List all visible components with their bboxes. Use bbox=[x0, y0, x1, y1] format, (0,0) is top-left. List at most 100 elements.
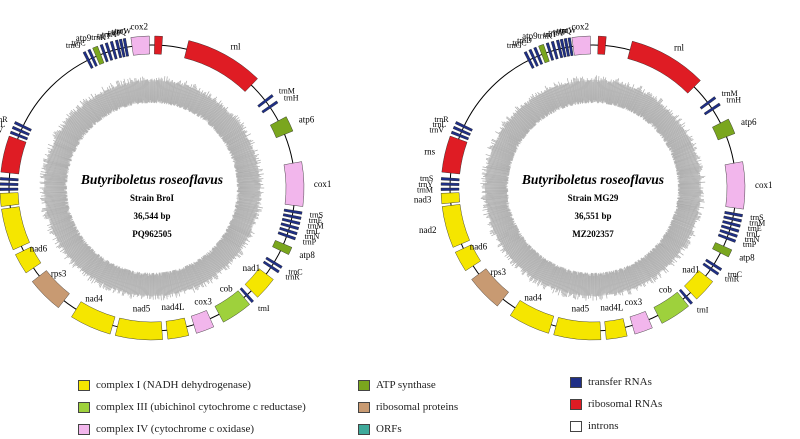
legend-swatch-trna bbox=[570, 376, 582, 388]
gene-label-trnG: trnG bbox=[507, 41, 522, 50]
gene-label-rps3: rps3 bbox=[491, 267, 507, 277]
gene-block-trnV bbox=[9, 130, 29, 141]
legend-swatch-rrna bbox=[570, 398, 582, 410]
legend-item-introns: introns bbox=[570, 420, 619, 432]
gene-label-nad5: nad5 bbox=[572, 303, 590, 313]
genome-length: 36,551 bp bbox=[574, 211, 611, 221]
gene-block-trnF bbox=[114, 39, 123, 59]
gene-label-trnH: trnH bbox=[726, 96, 741, 105]
gene-label-nad4L: nad4L bbox=[162, 302, 185, 312]
gene-label-rnl: rnl bbox=[674, 43, 684, 53]
gene-label-trnC: trnC bbox=[512, 38, 526, 47]
gene-label-trnR: trnR bbox=[725, 275, 740, 284]
gene-block-nad2 bbox=[1, 206, 30, 251]
legend-item-ribosomal-proteins: ribosomal proteins bbox=[358, 401, 458, 413]
gene-label-cox1: cox1 bbox=[314, 179, 332, 189]
gene-block-atp8 bbox=[712, 242, 733, 258]
genome-map-broi: cox2rnltrnMtrnHatp6cox1trnStrnEtrnMtrnLt… bbox=[0, 22, 331, 341]
gene-label-trnM: trnM bbox=[308, 221, 324, 230]
gene-label-trnQ: trnQ bbox=[111, 28, 126, 37]
gene-label-trnK: trnK bbox=[538, 31, 553, 40]
genome-map-mg29: cox2rnltrnMtrnHatp6cox1trnStrnMtrnEtrnLt… bbox=[414, 22, 773, 341]
gene-label-trnG: trnG bbox=[66, 41, 81, 50]
gene-label-trnS: trnS bbox=[420, 174, 433, 183]
gene-label-trnL: trnL bbox=[746, 229, 760, 238]
gene-label-trnF: trnF bbox=[553, 28, 567, 37]
gene-block-trnN bbox=[719, 229, 738, 238]
gene-block-nad3 bbox=[440, 192, 460, 205]
gene-label-trnA: trnA bbox=[548, 28, 563, 37]
gene-label-trnL: trnL bbox=[433, 120, 447, 129]
gene-block-trnK bbox=[545, 42, 555, 61]
gene-block-rns bbox=[441, 135, 468, 175]
gene-block-trnS bbox=[283, 208, 303, 215]
gene-block-atp9 bbox=[92, 45, 105, 65]
strain-name: Strain MG29 bbox=[568, 193, 619, 203]
gene-label-rns: rns bbox=[424, 147, 435, 157]
gene-label-trnD: trnD bbox=[517, 36, 532, 45]
gene-label-atp8: atp8 bbox=[299, 250, 315, 260]
gene-label-trnS: trnS bbox=[750, 213, 763, 222]
gene-block-trnM bbox=[723, 215, 742, 223]
gene-block-atp8 bbox=[272, 240, 293, 255]
gene-block-trnC bbox=[705, 258, 723, 272]
gene-block-trnH bbox=[703, 102, 721, 116]
gene-block-trnE bbox=[722, 220, 741, 228]
gene-block-trnD bbox=[533, 46, 544, 65]
gene-label-nad6: nad6 bbox=[470, 242, 488, 252]
gene-label-trnN: trnN bbox=[305, 232, 320, 241]
legend-swatch-complex3 bbox=[78, 401, 90, 413]
gene-block-trnW bbox=[567, 37, 574, 57]
gene-label-atp6: atp6 bbox=[741, 117, 757, 127]
gene-label-nad3: nad3 bbox=[414, 194, 432, 204]
gene-label-nad1: nad1 bbox=[243, 263, 261, 273]
legend-swatch-atp bbox=[358, 379, 370, 391]
gene-label-trnK: trnK bbox=[91, 33, 106, 42]
gene-label-trnY: trnY bbox=[418, 180, 433, 189]
gene-label-nad4: nad4 bbox=[524, 293, 542, 303]
gene-block-nad5 bbox=[114, 317, 163, 341]
gene-block-trnC bbox=[87, 48, 98, 67]
gene-block-nad5 bbox=[553, 317, 602, 341]
gene-block-atp9 bbox=[538, 44, 550, 64]
gene-block-trnL bbox=[452, 125, 471, 136]
legend-swatch-orfs bbox=[358, 423, 370, 435]
gene-block-cox3 bbox=[629, 311, 653, 335]
accession-number: MZ202357 bbox=[572, 229, 614, 239]
gene-label-rps3: rps3 bbox=[51, 269, 67, 279]
gene-label-trnP: trnP bbox=[303, 237, 317, 246]
legend-item-rrna: ribosomal RNAs bbox=[570, 398, 662, 410]
gene-block-trnS bbox=[440, 177, 460, 182]
gene-label-cob: cob bbox=[220, 283, 233, 293]
gene-label-atp8: atp8 bbox=[739, 253, 755, 263]
gene-label-cox1: cox1 bbox=[755, 180, 773, 190]
legend-swatch-ribosomal-proteins bbox=[358, 401, 370, 413]
gene-block-rps3 bbox=[31, 270, 70, 309]
gene-label-trnF: trnF bbox=[108, 28, 122, 37]
legend-swatch-complex4 bbox=[78, 423, 90, 435]
legend-item-complex1: complex I (NADH dehydrogenase) bbox=[78, 379, 251, 391]
gene-block-cob bbox=[214, 290, 250, 323]
gc-content-spikes bbox=[480, 75, 706, 301]
gene-label-cox2: cox2 bbox=[131, 22, 149, 32]
gene-label-nad4L: nad4L bbox=[600, 303, 623, 313]
gene-block-atp6 bbox=[270, 116, 294, 139]
gene-label-nad6: nad6 bbox=[30, 244, 48, 254]
gene-block-trnL bbox=[720, 224, 740, 233]
gene-block-trnS bbox=[0, 177, 19, 182]
gc-inner-fill bbox=[508, 103, 678, 273]
gene-block-trnY bbox=[0, 187, 19, 191]
legend-label-ribosomal-proteins: ribosomal proteins bbox=[376, 401, 459, 413]
gene-label-nad4: nad4 bbox=[85, 294, 103, 304]
gene-label-trnM: trnM bbox=[722, 89, 738, 98]
gene-label-trnR: trnR bbox=[285, 272, 300, 281]
gene-features: cox2rnltrnMtrnHatp6cox1trnStrnMtrnEtrnLt… bbox=[414, 22, 773, 341]
gene-label-trnN: trnN bbox=[745, 235, 760, 244]
gene-label-trnR: trnR bbox=[0, 115, 8, 124]
gene-block-cox1 bbox=[283, 161, 305, 207]
legend-label-introns: introns bbox=[588, 420, 619, 432]
gene-block-trnI bbox=[678, 288, 694, 305]
legend-label-complex4: complex IV (cytochrome c oxidase) bbox=[96, 423, 255, 435]
legend-item-orfs: ORFs bbox=[358, 423, 402, 435]
